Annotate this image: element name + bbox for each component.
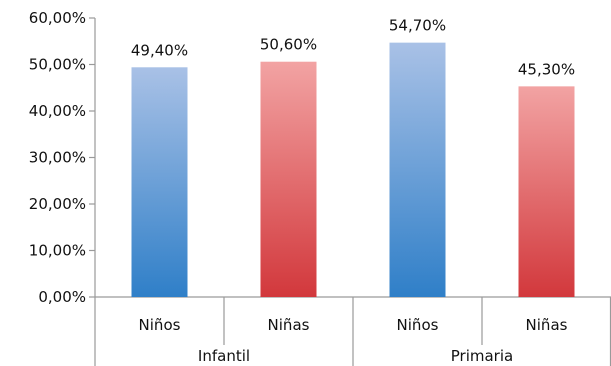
bar-ninos-infantil	[131, 67, 188, 297]
group-label: Primaria	[451, 347, 513, 365]
category-label: Niñas	[268, 316, 310, 334]
data-label: 45,30%	[518, 60, 575, 78]
data-label: 54,70%	[389, 17, 446, 35]
category-label: Niños	[139, 316, 181, 334]
bar-ninas-primaria	[518, 86, 575, 297]
data-label: 50,60%	[260, 36, 317, 54]
y-tick-label: 0,00%	[38, 288, 86, 306]
labels: 0,00% 10,00% 20,00% 30,00% 40,00% 50,00% 60,00…	[29, 9, 575, 365]
bar-ninas-infantil	[260, 61, 317, 298]
y-tick-label: 50,00%	[29, 56, 86, 74]
bars	[131, 42, 575, 298]
y-tick-label: 20,00%	[29, 195, 86, 213]
category-label: Niñas	[526, 316, 568, 334]
data-label: 49,40%	[131, 41, 188, 59]
y-tick-label: 30,00%	[29, 149, 86, 167]
y-tick-label: 60,00%	[29, 9, 86, 27]
y-tick-label: 40,00%	[29, 102, 86, 120]
group-label: Infantil	[198, 347, 250, 365]
y-tick-label: 10,00%	[29, 242, 86, 260]
bar-ninos-primaria	[389, 42, 446, 297]
category-label: Niños	[397, 316, 439, 334]
